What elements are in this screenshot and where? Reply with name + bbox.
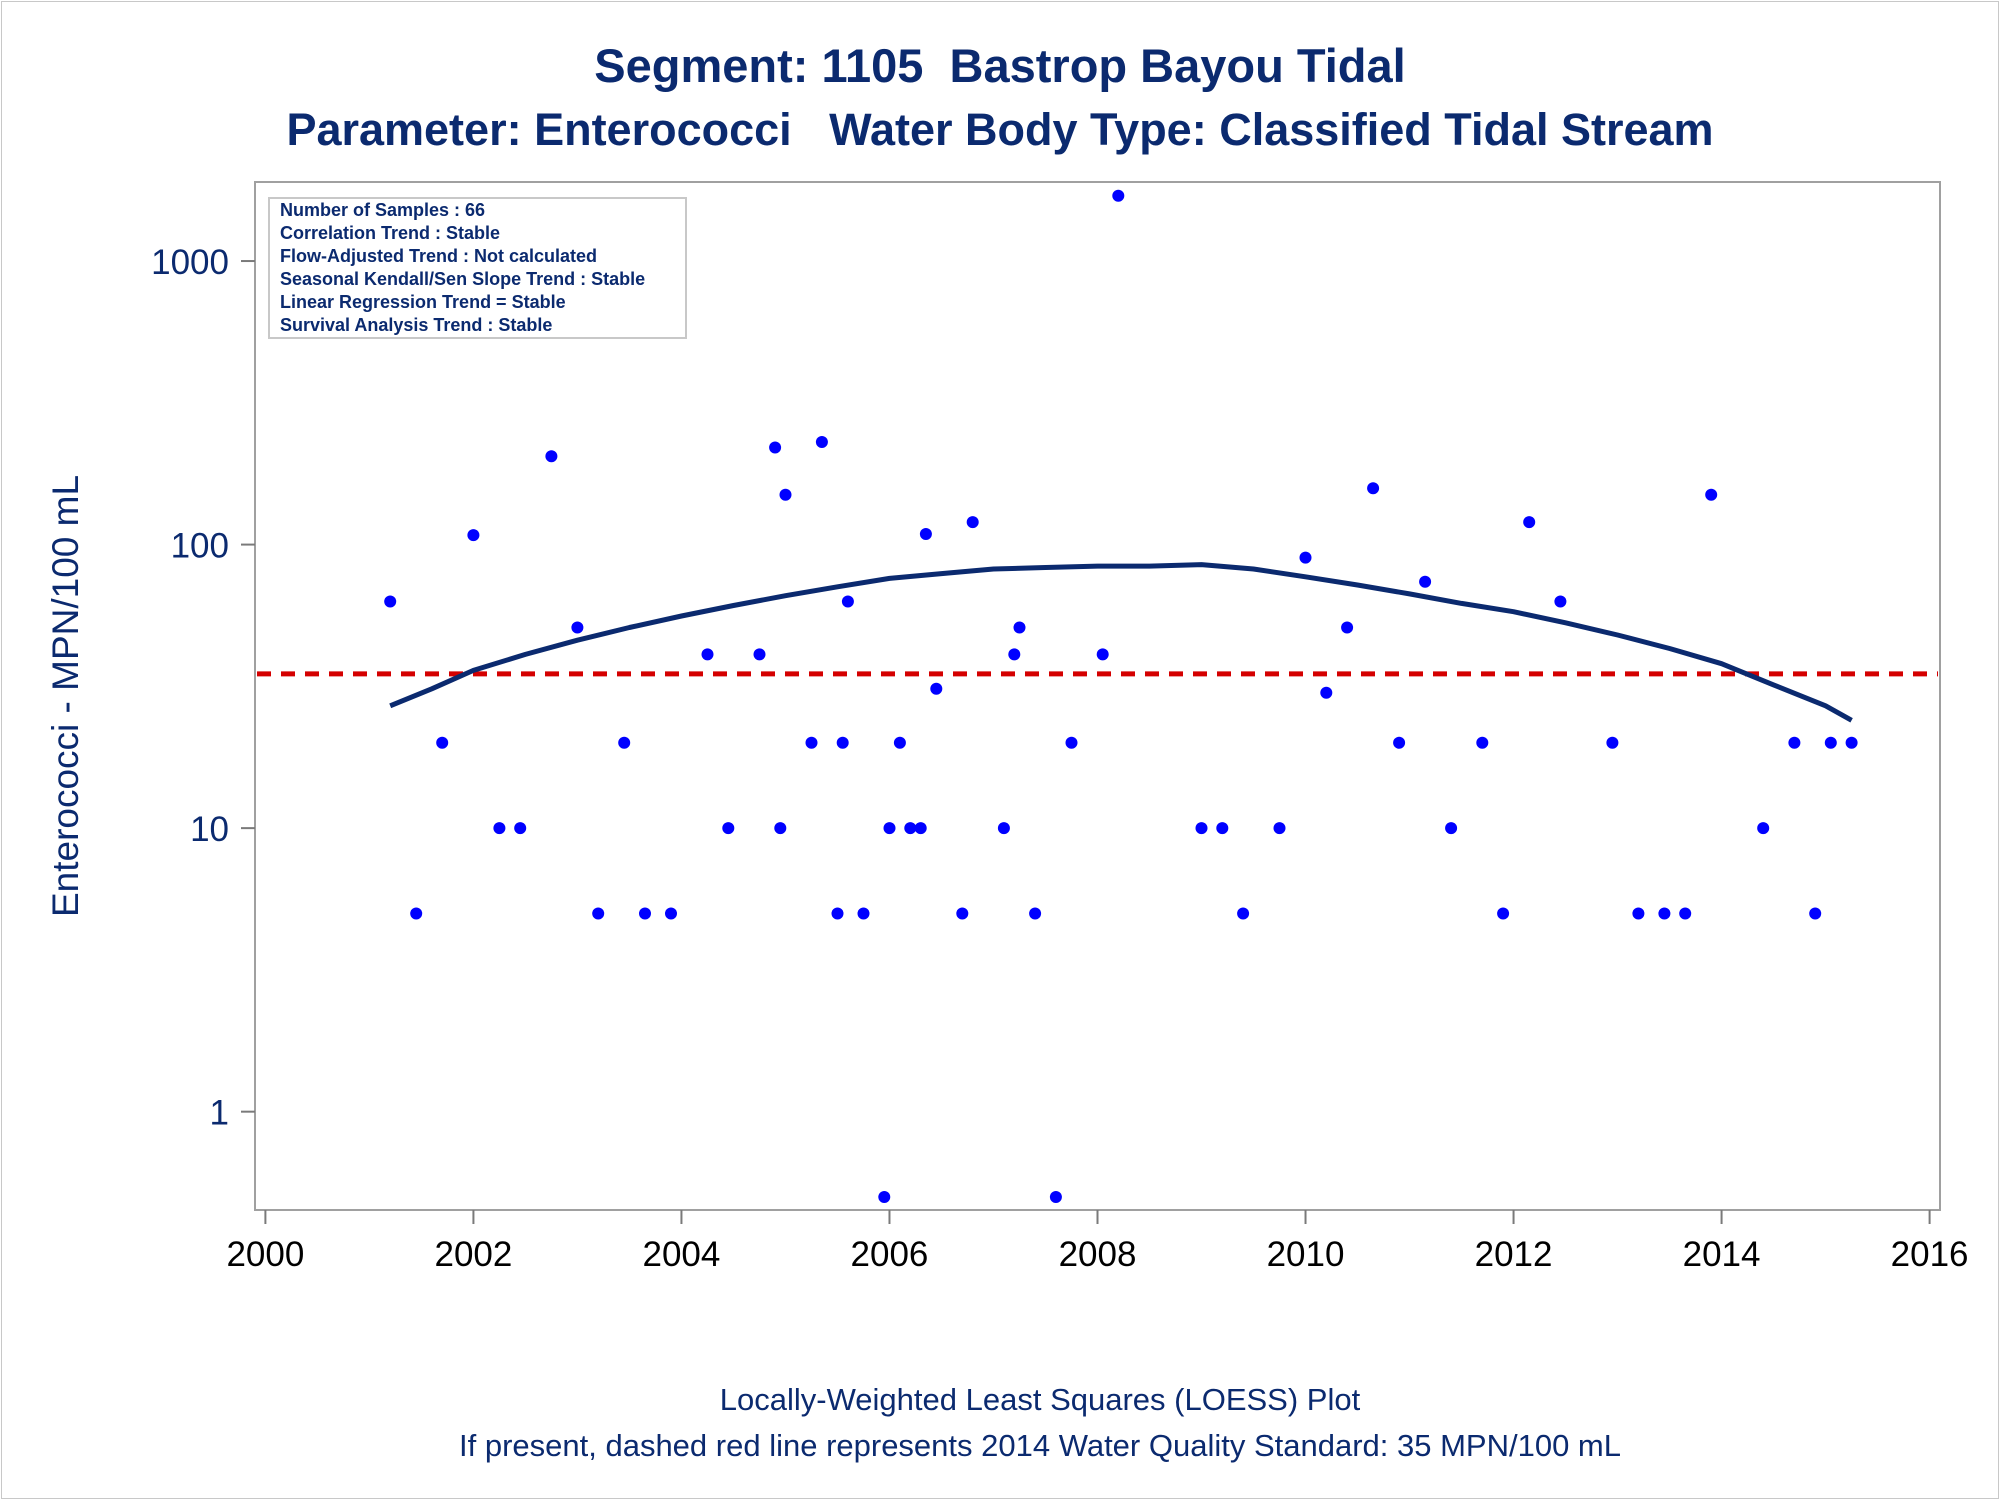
data-point [639, 907, 651, 920]
data-point [467, 529, 480, 542]
data-point [1788, 736, 1801, 749]
x-tick-label: 2008 [1059, 1235, 1137, 1274]
footnote-loess: Locally-Weighted Least Squares (LOESS) P… [719, 1382, 1361, 1417]
data-point [883, 822, 896, 835]
data-point [384, 595, 397, 608]
data-point [618, 736, 631, 749]
data-point [1554, 595, 1567, 608]
x-tick-label: 2004 [643, 1235, 721, 1274]
stats-line-survival: Survival Analysis Trend : Stable [280, 315, 552, 335]
data-point [805, 736, 818, 749]
data-point [930, 682, 943, 695]
data-point [919, 528, 932, 540]
y-axis: 1 10 100 1000 [151, 243, 255, 1133]
data-point [1606, 736, 1619, 749]
data-point [1195, 822, 1208, 835]
data-point [1008, 648, 1021, 661]
data-point [592, 907, 605, 920]
data-point [1341, 621, 1354, 634]
data-point [1029, 907, 1042, 920]
y-tick-label: 100 [171, 527, 229, 566]
data-point [1445, 822, 1458, 835]
data-point [1112, 189, 1125, 202]
data-point [1705, 488, 1718, 501]
stats-box: Number of Samples : 66 Correlation Trend… [268, 197, 687, 339]
data-point [1523, 516, 1536, 529]
data-point [1237, 907, 1250, 920]
data-point [857, 907, 870, 920]
x-tick-label: 2016 [1891, 1235, 1969, 1274]
data-point [1096, 648, 1109, 661]
data-point [769, 441, 782, 454]
chart-title: Segment: 1105 Bastrop Bayou Tidal [594, 39, 1406, 92]
stats-line-correlation: Correlation Trend : Stable [280, 223, 500, 243]
data-point [893, 736, 906, 749]
data-point [1065, 736, 1078, 749]
x-tick-label: 2014 [1683, 1235, 1761, 1274]
x-tick-label: 2012 [1475, 1235, 1553, 1274]
x-tick-label: 2002 [434, 1235, 512, 1274]
x-tick-label: 2010 [1267, 1235, 1345, 1274]
stats-line-samples: Number of Samples : 66 [280, 200, 485, 220]
data-point [956, 907, 969, 920]
data-point [1273, 822, 1286, 835]
stats-line-flow-adjusted: Flow-Adjusted Trend : Not calculated [280, 246, 597, 266]
data-point [831, 907, 844, 920]
loess-layer [389, 562, 1853, 723]
y-axis-label: Enterococci - MPN/100 mL [45, 475, 86, 917]
y-tick-label: 1000 [151, 243, 229, 282]
data-point [1393, 736, 1406, 749]
data-point [1497, 907, 1510, 920]
data-point [1679, 907, 1692, 920]
data-point [815, 436, 828, 448]
data-point [1824, 736, 1837, 749]
data-point [878, 1191, 891, 1203]
data-point [571, 621, 584, 634]
data-point [841, 595, 854, 608]
data-point [836, 736, 849, 749]
data-point [545, 450, 558, 463]
data-point [665, 907, 677, 920]
loess-curve [389, 562, 1853, 723]
data-point [436, 736, 449, 749]
data-point [722, 822, 735, 835]
data-point [904, 822, 917, 835]
stats-line-seasonal-kendall: Seasonal Kendall/Sen Slope Trend : Stabl… [280, 269, 645, 289]
data-point [966, 516, 979, 529]
data-point [1419, 575, 1432, 588]
stats-box-border [268, 197, 687, 339]
data-point [774, 822, 787, 835]
data-point [1320, 686, 1333, 699]
data-point [779, 488, 792, 501]
data-point [1049, 1191, 1062, 1203]
x-tick-label: 2006 [851, 1235, 929, 1274]
data-point [493, 822, 506, 835]
data-point [914, 822, 927, 835]
data-point [1216, 822, 1229, 835]
footnote-standard: If present, dashed red line represents 2… [459, 1428, 1621, 1463]
data-point [1658, 907, 1671, 920]
data-point [1757, 822, 1770, 835]
data-point [514, 822, 527, 835]
data-point [1809, 907, 1822, 920]
x-axis: 2000 2002 2004 2006 2008 2010 2012 2014 2016 [226, 1210, 1969, 1274]
data-point [701, 648, 714, 661]
points-layer [384, 189, 1858, 1203]
data-point [1299, 551, 1312, 564]
data-point [410, 907, 423, 920]
data-point [1845, 736, 1858, 749]
data-point [1476, 736, 1489, 749]
data-point [1632, 907, 1645, 920]
data-point [1367, 482, 1380, 495]
data-point [997, 822, 1010, 835]
y-tick-label: 1 [210, 1094, 229, 1133]
x-tick-label: 2000 [226, 1235, 304, 1274]
data-point [753, 648, 766, 661]
stats-line-linear-regression: Linear Regression Trend = Stable [280, 292, 566, 312]
chart-subtitle: Parameter: Enterococci Water Body Type: … [286, 104, 1714, 155]
y-tick-label: 10 [190, 810, 229, 849]
data-point [1013, 621, 1026, 634]
